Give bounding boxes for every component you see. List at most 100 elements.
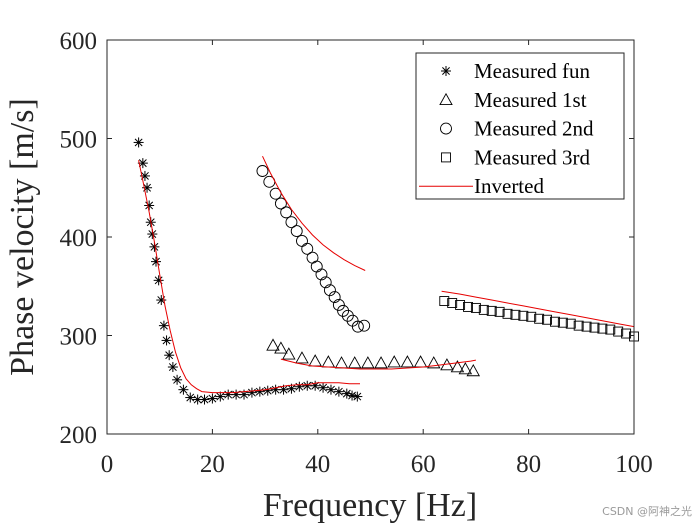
data-point: [426, 356, 441, 369]
data-point: [518, 310, 529, 321]
legend-marker: [441, 152, 451, 163]
data-point: [290, 225, 303, 238]
legend-item-measured-2nd: Measured 2nd: [440, 117, 594, 141]
x-axis-label: Frequency [Hz]: [263, 487, 477, 524]
data-point: [151, 256, 162, 267]
data-point: [167, 362, 178, 373]
data-point: [597, 323, 608, 334]
data-point: [347, 390, 358, 401]
legend-marker: [441, 66, 451, 76]
data-point: [207, 393, 218, 404]
legend-label: Inverted: [474, 174, 544, 198]
data-point: [315, 268, 328, 281]
data-point: [450, 360, 465, 373]
x-tick-label: 60: [411, 451, 436, 478]
data-point: [613, 326, 624, 337]
inverted-curve: [280, 358, 476, 370]
y-axis-label: Phase velocity [m/s]: [4, 98, 41, 376]
data-point: [172, 374, 183, 385]
data-point: [254, 386, 265, 397]
data-point: [285, 216, 298, 229]
data-point: [455, 300, 466, 310]
data-point: [158, 320, 169, 331]
legend-label: Measured fun: [474, 59, 591, 83]
data-point: [534, 313, 545, 324]
data-point: [621, 328, 632, 339]
data-point: [466, 364, 481, 377]
y-tick-label: 400: [60, 225, 98, 252]
data-point: [573, 320, 584, 331]
series-layer: [133, 137, 639, 405]
data-point: [581, 321, 592, 332]
data-point: [542, 314, 552, 325]
data-point: [318, 382, 329, 393]
data-point: [358, 319, 371, 332]
data-point: [256, 165, 269, 177]
ticks-layer: 0 20 40 60 80 100 200 300 400 500 600: [60, 28, 653, 478]
data-point: [295, 351, 309, 364]
data-point: [400, 355, 415, 368]
data-point: [337, 304, 350, 317]
data-point: [137, 158, 148, 169]
data-point: [486, 305, 497, 316]
inverted-curve: [138, 160, 360, 394]
legend-label: Measured 3rd: [474, 145, 591, 169]
legend-item-measured-fun: Measured fun: [441, 59, 591, 83]
data-point: [274, 341, 288, 354]
data-point: [494, 306, 505, 317]
data-point: [262, 385, 273, 396]
data-point: [565, 318, 576, 329]
x-tick-label: 100: [615, 451, 653, 478]
x-tick-label: 40: [305, 451, 330, 478]
data-point: [185, 392, 196, 403]
data-point: [133, 137, 144, 148]
legend-marker: [439, 92, 453, 106]
y-tick-label: 200: [60, 422, 98, 449]
data-point: [351, 320, 364, 333]
data-point: [447, 298, 458, 308]
x-tick-label: 80: [516, 451, 541, 478]
data-point: [478, 304, 489, 315]
data-point: [470, 302, 481, 313]
data-point: [332, 299, 345, 311]
data-point: [319, 276, 332, 289]
watermark: CSDN @阿神之光: [602, 505, 692, 518]
data-point: [323, 284, 336, 297]
data-point: [458, 362, 473, 375]
data-point: [178, 384, 189, 395]
data-point: [510, 309, 521, 320]
data-point: [550, 316, 560, 327]
data-point: [439, 296, 450, 306]
series-inverted: [138, 155, 635, 394]
data-point: [589, 322, 600, 333]
data-point: [374, 356, 388, 369]
data-point: [502, 308, 513, 319]
data-point: [387, 355, 401, 368]
data-point: [557, 317, 568, 328]
data-point: [282, 347, 296, 360]
data-point: [274, 197, 287, 210]
inverted-curve: [441, 290, 635, 328]
legend-label: Measured 2nd: [474, 117, 594, 141]
data-point: [153, 275, 164, 286]
x-tick-label: 0: [101, 451, 114, 478]
data-point: [605, 324, 616, 335]
data-point: [328, 291, 341, 304]
inverted-curve: [262, 155, 366, 271]
legend-marker: [440, 122, 452, 135]
data-point: [341, 309, 354, 322]
data-point: [294, 381, 305, 392]
data-point: [144, 200, 155, 211]
data-point: [246, 387, 257, 398]
data-point: [301, 242, 314, 255]
data-point: [347, 356, 362, 369]
legend-item-inverted: Inverted: [419, 174, 544, 198]
x-tick-label: 20: [200, 451, 225, 478]
data-point: [352, 391, 363, 402]
data-point: [463, 301, 473, 312]
y-tick-label: 600: [60, 28, 98, 55]
data-point: [164, 350, 175, 361]
data-point: [310, 380, 321, 391]
legend-item-measured-3rd: Measured 3rd: [441, 145, 591, 169]
